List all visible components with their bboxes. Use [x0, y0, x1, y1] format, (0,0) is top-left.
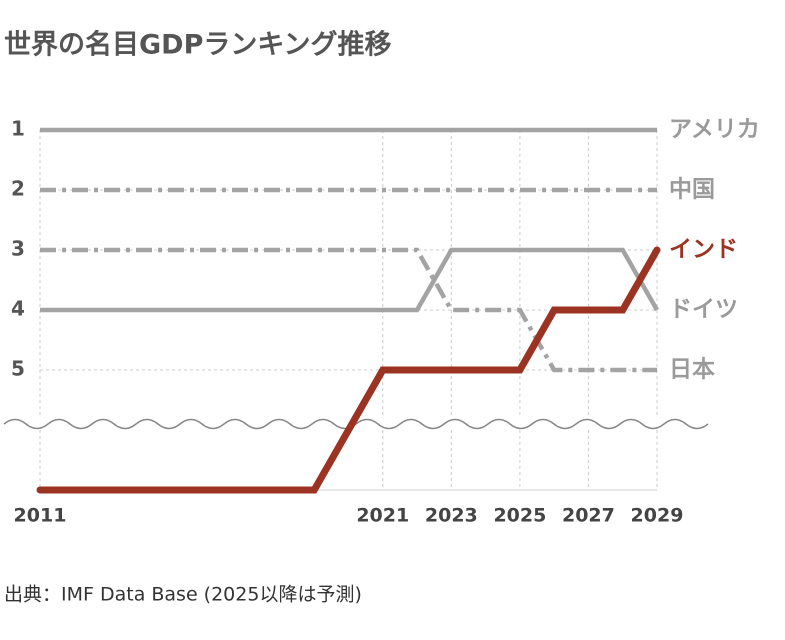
x-tick-label: 2011 [14, 505, 67, 527]
source: 出典：IMF Data Base (2025以降は予測) [4, 584, 362, 606]
series-label: インド [669, 237, 738, 263]
series-line [40, 247, 657, 373]
series-label: 日本 [669, 357, 715, 383]
series-label: アメリカ [669, 117, 760, 143]
y-tick-label: 3 [11, 237, 25, 261]
x-tick-label: 2021 [356, 505, 409, 527]
series-label: ドイツ [669, 297, 738, 323]
y-tick-label: 4 [11, 297, 25, 321]
y-tick-label: 2 [11, 177, 25, 201]
chart-title: 世界の名目GDPランキング推移 [4, 29, 392, 61]
series-line [40, 247, 659, 313]
x-tick-label: 2027 [562, 505, 615, 527]
axis-break [3, 418, 709, 430]
y-tick-label: 5 [11, 357, 25, 381]
series-label: 中国 [669, 177, 715, 203]
x-tick-label: 2029 [631, 505, 684, 527]
x-tick-label: 2023 [425, 505, 478, 527]
x-tick-label: 2025 [493, 505, 546, 527]
y-tick-label: 1 [11, 117, 25, 141]
series-line [36, 246, 661, 494]
